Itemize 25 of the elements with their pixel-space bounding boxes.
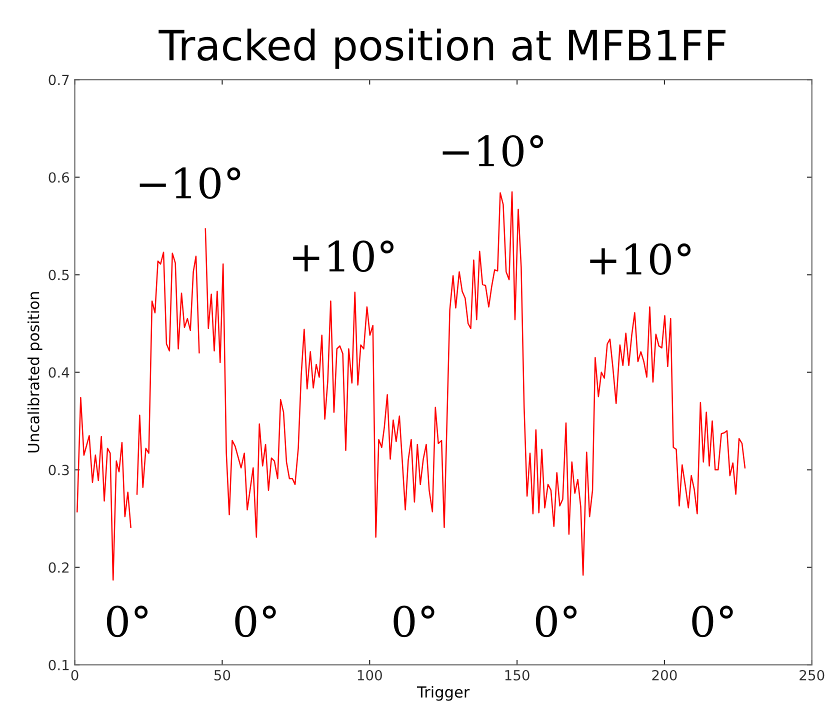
annotation: 0° [692, 606, 733, 638]
annotation: +10° [293, 240, 394, 272]
y-tick-label: 0.3 [48, 464, 69, 476]
annotation: 0° [235, 606, 276, 638]
chart-title: Tracked position at MFB1FF [158, 28, 726, 69]
x-tick-label: 50 [214, 670, 230, 680]
x-axis-title: Trigger [416, 686, 470, 701]
x-tick-label: 150 [505, 670, 530, 680]
annotation: +10° [590, 243, 691, 275]
y-axis-title: Uncalibrated position [28, 292, 42, 452]
annotation: 0° [536, 606, 577, 638]
x-tick-label: 0 [71, 670, 78, 680]
y-tick-label: 0.6 [48, 172, 70, 183]
x-tick-label: 250 [800, 670, 824, 680]
x-tick-label: 200 [652, 670, 677, 680]
y-tick-label: 0.5 [48, 270, 69, 280]
y-tick-label: 0.7 [48, 74, 69, 86]
annotation: 0° [106, 606, 148, 638]
annotation: −10° [140, 167, 240, 199]
x-tick-label: 100 [358, 670, 382, 680]
y-tick-label: 0.1 [48, 660, 69, 670]
annotation: −10° [442, 135, 544, 167]
y-tick-label: 0.4 [48, 367, 70, 378]
y-tick-label: 0.2 [48, 562, 69, 573]
annotation: 0° [394, 606, 434, 638]
